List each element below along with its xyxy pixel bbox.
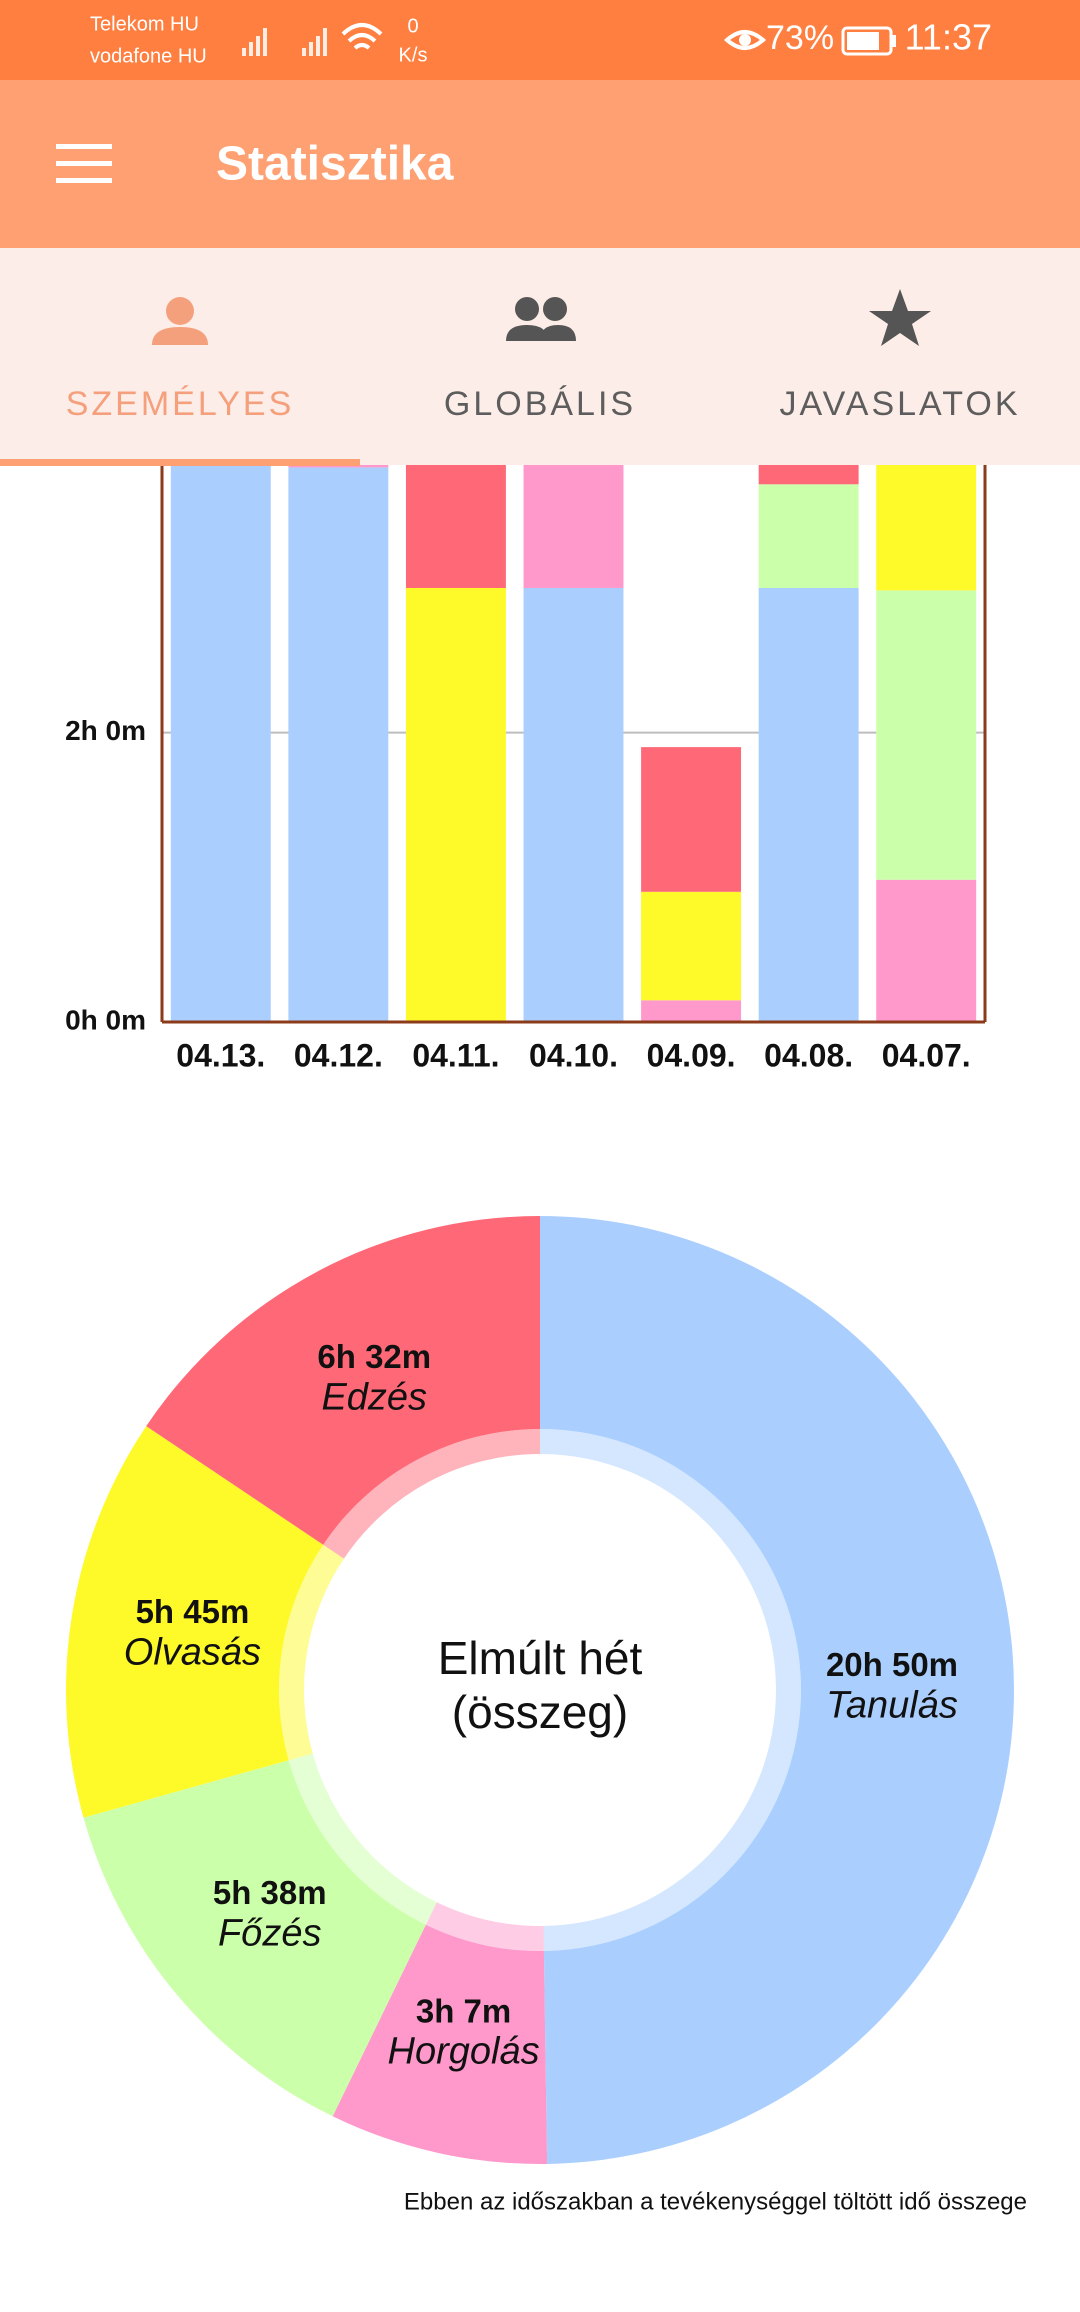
x-tick-label: 04.13.	[176, 1037, 265, 1073]
bar-segment	[288, 467, 389, 1022]
tab[interactable]: GLOBÁLIS	[444, 385, 636, 423]
x-tick-label: 04.12.	[294, 1037, 383, 1073]
slice-name-label: Horgolás	[388, 2031, 540, 2073]
pie-slice-inner	[279, 1544, 344, 1761]
carrier: Telekom HU	[90, 13, 199, 35]
bar-segment	[641, 1000, 742, 1022]
wifi-icon	[341, 23, 383, 50]
bar-segment	[641, 891, 742, 1001]
tab[interactable]: SZEMÉLYES	[66, 385, 295, 423]
slice-value-label: 20h 50m	[826, 1646, 958, 1683]
slice-value-label: 5h 38m	[213, 1874, 327, 1911]
slice-value-label: 3h 7m	[416, 1992, 511, 2029]
status-bar	[0, 0, 1080, 80]
pie-slice	[146, 1216, 540, 1545]
carrier: vodafone HU	[90, 45, 207, 67]
tab-indicator-layer	[0, 459, 360, 466]
slice-value-label: 6h 32m	[317, 1338, 431, 1375]
bar-segment	[758, 484, 859, 588]
app-bar	[0, 80, 1080, 248]
pie-slice	[332, 1924, 548, 2164]
x-tick-label: 04.07.	[882, 1037, 971, 1073]
x-tick-label: 04.08.	[764, 1037, 853, 1073]
x-tick-label: 04.10.	[529, 1037, 618, 1073]
pie-slice-inner	[425, 1902, 544, 1951]
tab-icon-star	[869, 289, 931, 346]
tab-bar	[0, 248, 1080, 465]
slice-name-label: Olvasás	[124, 1631, 261, 1673]
slice-name-label: Tanulás	[826, 1684, 958, 1726]
pie-slice-inner	[288, 1753, 437, 1925]
battery-icon	[841, 26, 896, 56]
bar-segment	[405, 587, 506, 1022]
pie-slice-inner	[323, 1429, 540, 1559]
x-tick-label: 04.09.	[647, 1037, 736, 1073]
center-label: Elmúlt hét	[438, 1632, 643, 1684]
slice-name-label: Főzés	[218, 1913, 321, 1955]
tab[interactable]: JAVASLATOK	[779, 385, 1020, 423]
slice-name-label: Edzés	[321, 1376, 427, 1418]
app-title: Statisztika	[216, 138, 454, 191]
net-speed-unit: K/s	[399, 44, 428, 66]
bar-segment	[876, 590, 977, 880]
y-tick-label: 2h 0m	[65, 715, 146, 746]
signal-icon	[242, 28, 327, 56]
net-speed: 0	[407, 15, 418, 37]
bar-segment	[758, 587, 859, 1022]
tab-icon-person	[152, 297, 208, 345]
footnote: Ebben az időszakban a tevékenységgel töl…	[404, 2188, 1027, 2215]
bar-segment	[641, 747, 742, 892]
pie-slice	[540, 1216, 1014, 2164]
pie-slice	[83, 1760, 426, 2117]
center-label: (összeg)	[452, 1686, 628, 1738]
y-tick-label: 0h 0m	[65, 1004, 146, 1035]
battery-level: 73%	[766, 19, 834, 57]
tab-icon-group	[506, 297, 576, 341]
menu-button[interactable]	[56, 144, 112, 183]
x-tick-label: 04.11.	[412, 1037, 499, 1073]
bar-segment	[523, 587, 624, 1022]
slice-value-label: 5h 45m	[136, 1593, 250, 1630]
pie-slice	[65, 1426, 324, 1818]
tab-indicator	[0, 459, 360, 466]
bar-segment	[876, 879, 977, 1022]
eye-icon	[723, 30, 767, 50]
clock: 11:37	[905, 17, 992, 58]
